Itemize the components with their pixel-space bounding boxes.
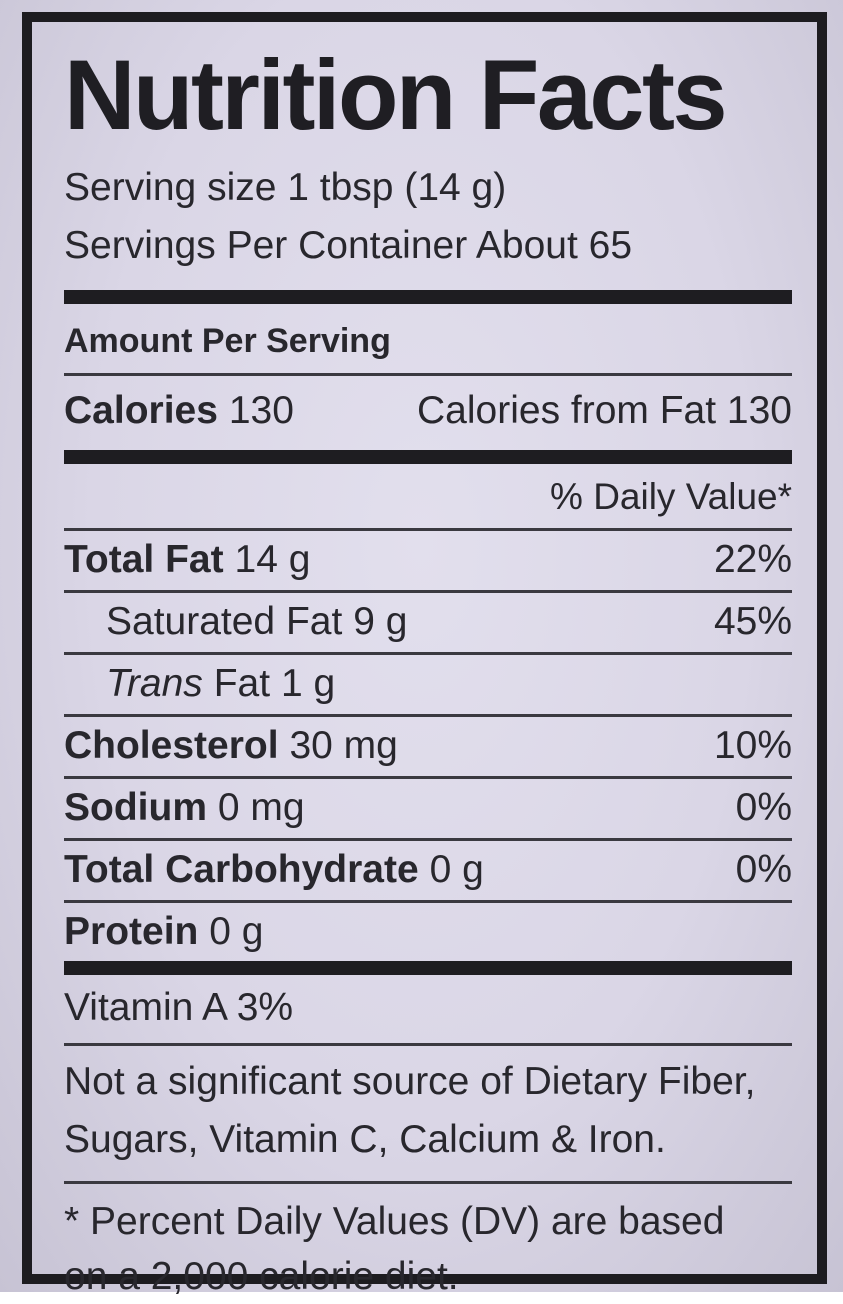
nutrient-row-total-fat: Total Fat 14 g 22% [64, 531, 792, 594]
nutrition-facts-panel: Nutrition Facts Serving size 1 tbsp (14 … [22, 12, 827, 1298]
vitamin-a-row: Vitamin A 3% [64, 975, 792, 1047]
calories-from-fat: Calories from Fat 130 [417, 389, 792, 433]
nutrient-name-italic: Trans [106, 662, 203, 706]
daily-value-footnote: * Percent Daily Values (DV) are based on… [64, 1184, 792, 1304]
nutrient-name: Cholesterol [64, 724, 279, 768]
not-significant-source-note: Not a significant source of Dietary Fibe… [64, 1046, 792, 1185]
nutrient-row-trans-fat: Trans Fat 1 g [64, 655, 792, 718]
thick-separator-top [64, 290, 792, 305]
nutrient-amount: 30 mg [289, 724, 398, 768]
nutrient-amount: 1 g [280, 662, 336, 706]
nutrient-daily-value: 0% [735, 848, 792, 892]
daily-value-header: % Daily Value* [64, 464, 792, 532]
footnote-line2: on a 2,000 calorie diet. [64, 1255, 459, 1299]
amount-per-serving-heading: Amount Per Serving [64, 322, 792, 377]
nutrient-row-total-carbohydrate: Total Carbohydrate 0 g 0% [64, 841, 792, 904]
servings-per-container: Servings Per Container About 65 [64, 224, 633, 268]
nutrient-daily-value: 22% [713, 538, 792, 582]
nutrition-facts-title: Nutrition Facts [64, 39, 728, 150]
footnote-line1: * Percent Daily Values (DV) are based [64, 1200, 725, 1244]
nutrient-amount: 0 g [209, 910, 264, 954]
nutrient-name: Total Fat [64, 538, 224, 582]
calories-row: Calories 130 Calories from Fat 130 [64, 376, 792, 450]
nutrient-name: Saturated Fat [106, 600, 343, 644]
nutrient-amount: 9 g [353, 600, 408, 644]
nutrient-amount: 0 mg [217, 786, 305, 830]
not-significant-line1: Not a significant source of Dietary Fibe… [64, 1060, 756, 1104]
nutrient-row-saturated-fat: Saturated Fat 9 g 45% [64, 593, 792, 656]
calories-label: Calories [64, 389, 218, 433]
nutrient-daily-value: 0% [735, 786, 792, 830]
nutrient-daily-value: 45% [713, 600, 792, 644]
nutrient-row-cholesterol: Cholesterol 30 mg 10% [64, 717, 792, 780]
nutrient-row-protein: Protein 0 g [64, 903, 792, 961]
nutrient-amount: 14 g [234, 538, 311, 582]
calories-left: Calories 130 [64, 389, 294, 433]
serving-size: Serving size 1 tbsp (14 g) [64, 166, 507, 210]
nutrient-row-sodium: Sodium 0 mg 0% [64, 779, 792, 842]
nutrient-name: Sodium [64, 786, 207, 830]
nutrient-name: Total Carbohydrate [64, 848, 419, 892]
thick-separator-calories [64, 450, 792, 465]
nutrient-name-rest: Fat [213, 662, 271, 706]
calories-value: 130 [228, 389, 294, 433]
nutrient-daily-value: 10% [713, 724, 792, 768]
serving-info: Serving size 1 tbsp (14 g) Servings Per … [64, 159, 792, 275]
nutrient-name: Protein [64, 910, 199, 954]
not-significant-line2: Sugars, Vitamin C, Calcium & Iron. [64, 1118, 666, 1162]
nutrient-amount: 0 g [429, 848, 484, 892]
thick-separator-bottom [64, 961, 792, 976]
